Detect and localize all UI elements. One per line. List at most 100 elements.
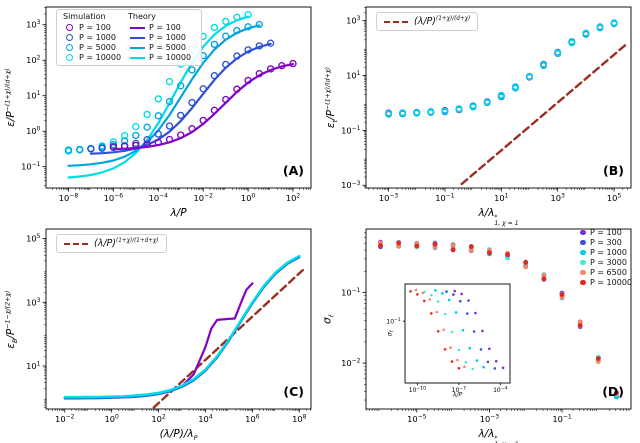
plot-area-B: 10−3 10−1 101 103 105 10−3 10−1 101 103 (341, 6, 632, 203)
legend-entry-label: P = 5000 (79, 43, 116, 52)
legend-entry: P = 300 (580, 238, 632, 247)
legend-A: Simulation Theory P = 100 P = 100 P = 1000 P … (56, 9, 202, 66)
inset-plot-area: 10−10 10−7 10−4 10−1 λ/P σf (386, 280, 514, 399)
legend-entry-label: P = 100 (589, 228, 622, 237)
plot-area-D: 10−5 10−3 10−1 10−1 10−2 (341, 228, 632, 424)
legend-entry: P = 10000 (580, 278, 632, 287)
dot-marker-icon (580, 249, 586, 256)
svg-text:104: 104 (198, 413, 213, 423)
svg-text:σf: σf (387, 329, 395, 336)
svg-text:105: 105 (26, 233, 41, 243)
svg-text:101: 101 (26, 90, 41, 100)
open-circle-marker-icon (65, 23, 74, 32)
panel-B: 10−3 10−1 101 103 105 10−3 10−1 101 103 εt/P−(1+… (320, 0, 640, 228)
panel-label-A: (A) (282, 163, 304, 178)
legend-entry-label: P = 300 (589, 238, 622, 247)
legend-column-header: Simulation (63, 12, 106, 21)
guide-label: (λ/P)(1+χ)/(d+χ) (414, 16, 471, 28)
dot-marker-icon (580, 279, 586, 286)
legend-B: (λ/P)(1+χ)/(d+χ) (376, 12, 479, 32)
legend-entry: P = 6500 (580, 268, 632, 277)
svg-text:10−5: 10−5 (407, 413, 427, 423)
plot-area-C: 10−2 100 102 104 106 108 101 103 105 (26, 228, 312, 424)
plot-area-A: 10−8 10−6 10−4 10−2 100 102 10−1 100 101 102 103 (21, 6, 312, 203)
panel-label-C: (C) (283, 384, 304, 399)
svg-text:10−7: 10−7 (452, 386, 466, 395)
panel-label-D: (D) (602, 384, 624, 399)
svg-text:10−1: 10−1 (386, 317, 400, 326)
legend-entry: P = 1000 (580, 248, 632, 257)
legend-entry-label: P = 10000 (149, 53, 192, 62)
x-axis-label-D: λ/λ*1, χ = 1 (478, 428, 518, 443)
svg-text:10−4: 10−4 (493, 386, 507, 395)
dot-marker-icon (580, 229, 586, 236)
panel-label-B: (B) (603, 163, 624, 178)
panel-C: 10−2 100 102 104 106 108 101 103 105 εB/P−1−χ/(2… (0, 222, 320, 443)
legend-entry-label: P = 100 (149, 23, 181, 32)
svg-text:10−4: 10−4 (149, 192, 169, 202)
panel-D: 10−5 10−3 10−1 10−1 10−2 σf λ/λ*1, χ = 1 10−… (320, 222, 640, 443)
line-marker-icon (129, 36, 145, 39)
svg-text:10−1: 10−1 (341, 287, 361, 297)
legend-entry-label: P = 100 (79, 23, 111, 32)
svg-text:102: 102 (26, 55, 41, 65)
svg-text:10−1: 10−1 (341, 125, 361, 135)
x-axis-label-A: λ/P (170, 207, 187, 219)
panel-A: 10−8 10−6 10−4 10−2 100 102 10−1 100 101 102 103 ε… (0, 0, 320, 222)
legend-entry-label: P = 6500 (589, 268, 627, 277)
dot-marker-icon (580, 259, 586, 266)
svg-text:10−1: 10−1 (552, 413, 572, 423)
line-marker-icon (129, 46, 145, 49)
dot-marker-icon (580, 269, 586, 276)
legend-entry-label: P = 10000 (589, 278, 632, 287)
svg-text:101: 101 (26, 360, 41, 370)
y-axis-label-C: εB/P−1−χ/(2+χ) (4, 290, 20, 349)
svg-text:100: 100 (104, 413, 119, 423)
svg-text:10−2: 10−2 (55, 413, 75, 423)
svg-text:10−6: 10−6 (104, 192, 124, 202)
legend-entry-label: P = 1000 (589, 248, 627, 257)
legend-entry-label: P = 3000 (589, 258, 627, 267)
svg-text:105: 105 (607, 192, 622, 202)
svg-text:108: 108 (292, 413, 307, 423)
svg-text:10−8: 10−8 (59, 192, 79, 202)
legend-entry-label: P = 5000 (149, 43, 186, 52)
open-circle-marker-icon (65, 43, 74, 52)
svg-text:102: 102 (286, 192, 301, 202)
y-axis-label-B: εt/P−(1+χ)/(d+χ) (324, 66, 340, 129)
legend-column-header: Theory (128, 12, 156, 21)
legend-C: (λ/P)(1+χ)/(1+d+χ) (56, 234, 167, 254)
y-axis-label-D: σf (321, 315, 336, 324)
open-circle-marker-icon (65, 33, 74, 42)
x-axis-label-B: λ/λ * 1, χ = 1 (478, 207, 519, 228)
dot-marker-icon (580, 239, 586, 246)
svg-text:103: 103 (346, 15, 361, 25)
svg-text:106: 106 (245, 413, 260, 423)
dashed-line-swatch (64, 242, 88, 245)
svg-text:10−3: 10−3 (480, 413, 500, 423)
legend-entry: P = 3000 (580, 258, 632, 267)
line-marker-icon (129, 26, 145, 29)
svg-text:103: 103 (551, 192, 566, 202)
y-axis-label-A: ε/P−(1+χ)/(d+χ) (4, 68, 18, 127)
svg-text:λ/P: λ/P (452, 392, 463, 399)
legend-entry-label: P = 10000 (79, 53, 122, 62)
guide-label: (λ/P)(1+χ)/(1+d+χ) (94, 238, 159, 250)
svg-text:10−2: 10−2 (193, 192, 213, 202)
svg-text:102: 102 (151, 413, 166, 423)
svg-text:100: 100 (26, 126, 41, 136)
x-axis-label-C: (λ/P)/λP (159, 428, 198, 443)
svg-text:10−1: 10−1 (21, 161, 41, 171)
svg-text:10−2: 10−2 (341, 358, 361, 368)
inset-plot: 10−10 10−7 10−4 10−1 λ/P σf (386, 280, 514, 399)
legend-entry-label: P = 1000 (79, 33, 116, 42)
svg-text:10−3: 10−3 (379, 192, 399, 202)
svg-text:10−10: 10−10 (409, 386, 426, 395)
legend-entry-label: P = 1000 (149, 33, 186, 42)
svg-text:100: 100 (241, 192, 256, 202)
svg-text:10−1: 10−1 (435, 192, 455, 202)
dashed-line-swatch (384, 20, 408, 23)
svg-text:103: 103 (26, 19, 41, 29)
svg-text:10−3: 10−3 (341, 180, 361, 190)
